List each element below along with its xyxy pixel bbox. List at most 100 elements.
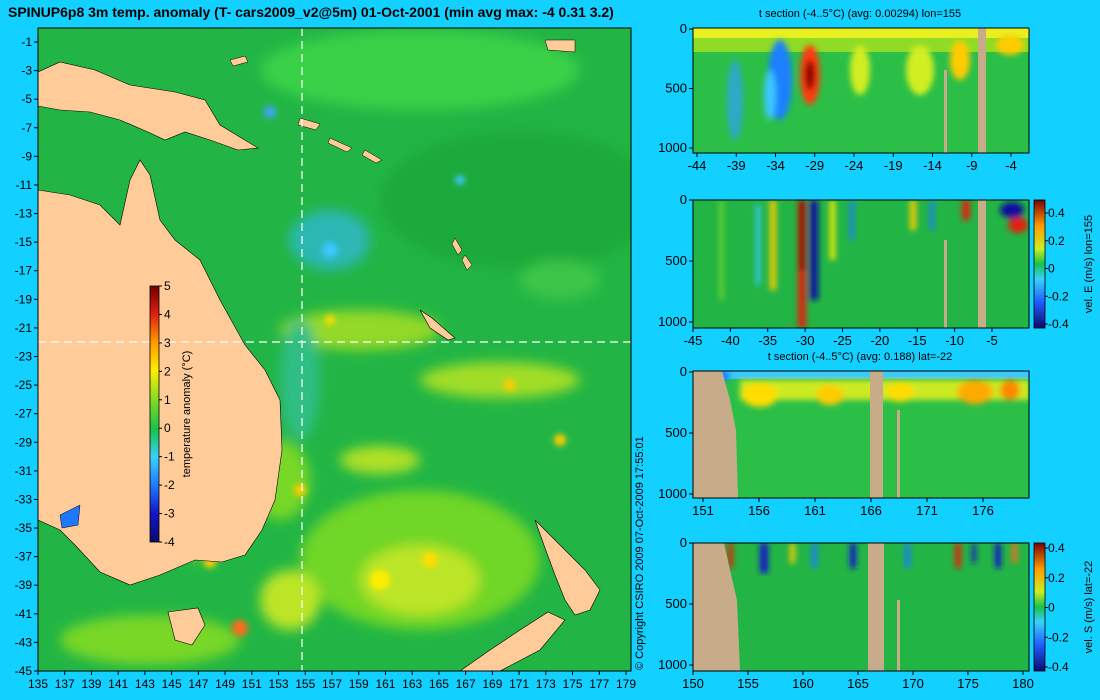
panel4-colorbar-ticks: 0.4 0.2 0 -0.2 -0.4 — [1045, 541, 1069, 674]
map-colorbar-tick-label: -1 — [164, 450, 175, 464]
panel-lat-vel: 150 155 160 165 170 175 180 0 500 1000 0.4 0.2 0 -0… — [658, 535, 1095, 691]
panel3-x-tick-label: 161 — [804, 503, 826, 518]
map-y-tick-label: -13 — [15, 207, 33, 221]
panel2-colorbar-gradient — [1033, 199, 1046, 329]
panel3-x-tick-label: 156 — [748, 503, 770, 518]
panel3-y-tick-label: 0 — [680, 364, 687, 379]
panel2-frame — [692, 199, 1030, 329]
panel1-field — [693, 28, 1029, 153]
map-y-tick-label: -17 — [15, 264, 33, 278]
map-y-tick-label: -39 — [15, 578, 33, 592]
panel2-colorbar-ticks: 0.4 0.2 0 -0.2 -0.4 — [1045, 206, 1069, 331]
panel2-colorbar-tick-label: 0.4 — [1048, 206, 1065, 220]
panel3-y-tick-label: 500 — [665, 425, 687, 440]
map-colorbar-tick-label: 3 — [164, 336, 171, 350]
map-x-tick-label: 145 — [162, 677, 182, 691]
panel4-x-tick-label: 155 — [737, 676, 759, 691]
map-x-tick-label: 173 — [536, 677, 556, 691]
panel4-y-axis: 0 500 1000 — [658, 535, 693, 672]
map-y-tick-label: -45 — [15, 664, 33, 678]
panel2-field — [720, 200, 1028, 328]
map-y-tick-label: -37 — [15, 550, 33, 564]
panel-lat-temp: t section (-4..5°C) (avg: 0.188) lat=-22… — [658, 351, 1030, 518]
panel1-frame — [692, 27, 1030, 154]
panel2-colorbar-tick-label: -0.2 — [1048, 289, 1069, 303]
panel4-x-tick-label: 150 — [682, 676, 704, 691]
panel1-y-tick-label: 500 — [665, 81, 687, 96]
map-x-tick-label: 169 — [482, 677, 502, 691]
panel2-x-tick-label: -20 — [870, 333, 889, 348]
panel4-y-tick-label: 500 — [665, 596, 687, 611]
map-x-tick-label: 149 — [215, 677, 235, 691]
map-y-tick-label: -27 — [15, 407, 33, 421]
panel1-x-tick-label: -39 — [727, 158, 746, 173]
map-x-axis: 135 137 139 141 143 145 147 149 151 153 155 157 159 1… — [28, 671, 636, 691]
panel2-x-tick-label: -30 — [796, 333, 815, 348]
panel3-frame — [692, 370, 1030, 499]
map-y-axis: -1 -3 -5 -7 -9 -11 -13 -15 -17 -19 -21 -23 -25 -27 -29… — [15, 35, 38, 678]
copyright-text: © Copyright CSIRO 2009 07-Oct-2009 17:55… — [634, 436, 646, 670]
map-colorbar-tick-label: -3 — [164, 507, 175, 521]
panel4-field — [693, 543, 1017, 671]
map-y-tick-label: -1 — [21, 35, 32, 49]
panel2-x-tick-label: -45 — [684, 333, 703, 348]
map-x-tick-label: 157 — [322, 677, 342, 691]
main-title: SPINUP6p8 3m temp. anomaly (T- cars2009_… — [8, 4, 614, 20]
panel1-x-tick-label: -29 — [805, 158, 824, 173]
map-colorbar-label: temperature anomaly (°C) — [181, 351, 193, 478]
map-x-tick-label: 153 — [269, 677, 289, 691]
map-y-tick-label: -43 — [15, 635, 33, 649]
map-y-tick-label: -33 — [15, 492, 33, 506]
panel1-x-axis: -44 -39 -34 -29 -24 -19 -14 -9 -4 — [688, 153, 1017, 173]
panel1-x-tick-label: -44 — [688, 158, 707, 173]
map-land — [38, 39, 601, 671]
map-frame — [37, 27, 632, 672]
panel2-land — [978, 200, 986, 328]
map-x-tick-label: 163 — [402, 677, 422, 691]
map-colorbar-ticks: 5 4 3 2 1 0 -1 -2 -3 -4 — [159, 279, 175, 549]
panel2-y-tick-label: 0 — [680, 192, 687, 207]
panel1-x-tick-label: -4 — [1005, 158, 1017, 173]
panel2-x-tick-label: -5 — [986, 333, 998, 348]
panel4-x-tick-label: 160 — [792, 676, 814, 691]
panel4-x-tick-label: 175 — [957, 676, 979, 691]
panel3-x-tick-label: 176 — [972, 503, 994, 518]
panel3-y-axis: 0 500 1000 — [658, 364, 693, 501]
panel2-y-tick-label: 500 — [665, 253, 687, 268]
panel2-plot — [693, 200, 1029, 328]
map-x-tick-label: 177 — [589, 677, 609, 691]
panel-lon-temp: t section (-4..5°C) (avg: 0.00294) lon=1… — [658, 8, 1030, 173]
map-x-tick-label: 167 — [456, 677, 476, 691]
panel1-y-tick-label: 1000 — [658, 140, 687, 155]
map-y-tick-label: -7 — [21, 121, 32, 135]
panel2-x-tick-label: -15 — [908, 333, 927, 348]
map-x-tick-label: 137 — [55, 677, 75, 691]
panel2-x-axis: -45 -40 -35 -30 -25 -20 -15 -10 -5 — [684, 328, 998, 348]
map-colorbar-tick-label: 4 — [164, 307, 171, 321]
panel1-land — [978, 28, 986, 153]
map-y-tick-label: -11 — [16, 178, 33, 192]
panel2-x-tick-label: -25 — [833, 333, 852, 348]
map-colorbar: 5 4 3 2 1 0 -1 -2 -3 -4 temperature anomaly (°C) — [149, 279, 193, 549]
map-x-tick-label: 175 — [563, 677, 583, 691]
panel4-y-tick-label: 0 — [680, 535, 687, 550]
panel4-colorbar-tick-label: -0.2 — [1048, 630, 1069, 644]
panel3-title: t section (-4..5°C) (avg: 0.188) lat=-22 — [768, 351, 952, 363]
panel2-x-tick-label: -35 — [758, 333, 777, 348]
panel4-colorbar-gradient — [1033, 542, 1046, 672]
panel2-colorbar-tick-label: 0 — [1048, 262, 1055, 276]
panel4-x-tick-label: 165 — [847, 676, 869, 691]
map-y-tick-label: -15 — [15, 235, 33, 249]
map-x-tick-label: 139 — [81, 677, 101, 691]
panel4-land — [693, 543, 740, 671]
map-colorbar-gradient — [149, 285, 160, 543]
map-y-tick-label: -9 — [21, 149, 32, 163]
panel2-colorbar-tick-label: -0.4 — [1048, 317, 1069, 331]
map-y-tick-label: -21 — [15, 321, 33, 335]
map-x-tick-label: 179 — [616, 677, 636, 691]
map-colorbar-tick-label: 2 — [164, 364, 171, 378]
map-x-tick-label: 143 — [135, 677, 155, 691]
map-y-tick-label: -19 — [15, 292, 33, 306]
